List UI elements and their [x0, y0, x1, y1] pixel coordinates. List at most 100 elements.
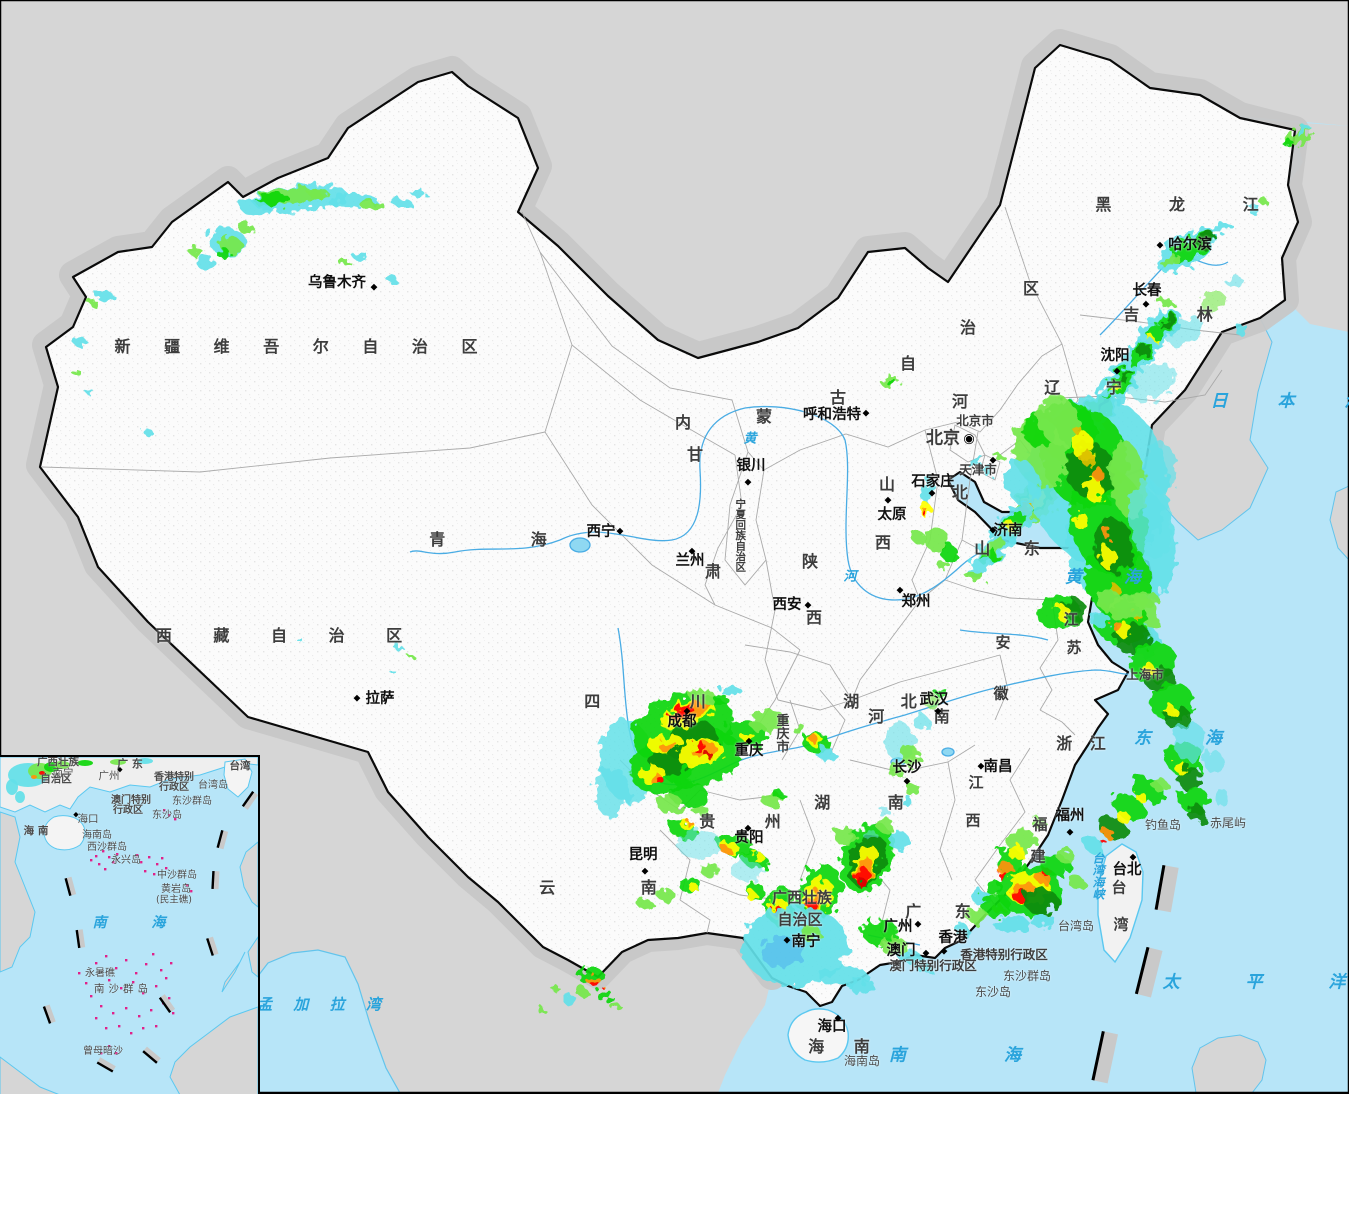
radar-echo	[1257, 197, 1267, 203]
radar-echo	[689, 884, 699, 892]
island-dot	[152, 953, 155, 956]
basemap-svg	[0, 0, 1349, 1093]
radar-echo	[1282, 140, 1294, 146]
radar-echo	[594, 766, 630, 818]
island-dot	[138, 1015, 141, 1018]
radar-echo	[693, 743, 707, 753]
island-dot	[100, 1005, 103, 1008]
island-dot	[132, 981, 135, 984]
radar-echo	[900, 795, 912, 805]
radar-echo	[1084, 477, 1104, 503]
inset-radar-echoes	[6, 758, 153, 803]
island-dot	[165, 977, 168, 980]
island-dot	[105, 955, 108, 958]
radar-echo	[917, 963, 933, 973]
radar-echo	[1175, 762, 1187, 774]
radar-echo	[391, 197, 413, 209]
radar-echo	[849, 978, 875, 994]
hainan-island	[787, 1008, 849, 1063]
radar-echo	[678, 830, 722, 860]
radar-echo	[700, 863, 720, 877]
island-dot	[170, 962, 173, 965]
island-dot	[95, 962, 98, 965]
radar-echo	[1093, 467, 1103, 481]
radar-echo	[905, 784, 921, 796]
radar-echo	[888, 832, 910, 850]
radar-echo	[360, 200, 384, 210]
island-dot	[116, 853, 119, 856]
island-dot	[108, 1045, 111, 1048]
island-dot	[155, 1025, 158, 1028]
radar-echo	[667, 705, 693, 719]
island-dot	[148, 856, 151, 859]
radar-echo	[660, 741, 678, 753]
island-dot	[115, 967, 118, 970]
radar-echo	[1083, 836, 1105, 856]
inset-island-dots	[78, 809, 193, 1055]
radar-echo	[1029, 913, 1055, 927]
radar-echo	[923, 695, 941, 709]
radar-echo	[551, 985, 559, 991]
radar-echo	[238, 223, 254, 233]
radar-echo	[1199, 291, 1225, 313]
radar-echo	[857, 877, 865, 887]
radar-echo	[877, 819, 895, 833]
radar-echo	[1296, 125, 1312, 137]
radar-echo	[15, 791, 25, 803]
radar-echo	[1081, 450, 1093, 466]
radar-echo	[143, 429, 153, 435]
radar-echo	[386, 276, 398, 282]
radar-echo	[731, 860, 763, 882]
radar-echo	[597, 990, 613, 1002]
radar-echo	[863, 830, 877, 840]
island-dot	[145, 963, 148, 966]
radar-echo	[1194, 231, 1216, 249]
radar-echo	[878, 807, 890, 817]
radar-echo	[940, 545, 958, 561]
radar-echo	[686, 821, 694, 827]
island-dot	[95, 855, 98, 858]
radar-echo	[689, 689, 715, 703]
island-dot	[153, 873, 156, 876]
inset-land	[0, 757, 258, 1095]
radar-echo	[1226, 276, 1244, 288]
island-dot	[142, 1027, 145, 1030]
radar-echo	[1160, 314, 1176, 330]
radar-echo	[899, 950, 921, 964]
island-dot	[120, 987, 123, 990]
island-dot	[125, 959, 128, 962]
island-dot	[144, 870, 147, 873]
radar-echo	[1037, 394, 1079, 446]
radar-echo	[1188, 806, 1206, 822]
radar-echo	[1101, 526, 1111, 538]
radar-echo	[6, 779, 18, 795]
radar-echo	[746, 890, 756, 900]
radar-echo	[834, 827, 856, 845]
radar-echo	[657, 889, 675, 901]
radar-echo	[913, 714, 929, 730]
radar-echo	[692, 804, 708, 816]
island-dot	[108, 856, 111, 859]
radar-echo	[1158, 298, 1172, 306]
south-china-sea-inset: 广西壮族 自治区广 东南宁 广州 香港特别 行政区 澳门特别 行政区 台湾 台湾岛 东沙群岛 东沙岛…	[0, 755, 260, 1095]
island-dot	[98, 863, 101, 866]
radar-echo	[888, 762, 904, 778]
radar-echo	[1074, 425, 1082, 435]
island-dot	[90, 859, 93, 862]
island-dot	[165, 867, 168, 870]
radar-echo	[1057, 849, 1075, 863]
island-dot	[115, 1052, 118, 1055]
radar-echo	[720, 686, 742, 696]
radar-echo	[1142, 664, 1156, 676]
island-dot	[140, 861, 143, 864]
radar-echo	[73, 338, 87, 346]
radar-echo	[1144, 442, 1176, 494]
nine-dash-line	[1091, 865, 1179, 1084]
radar-echo	[1117, 368, 1131, 384]
radar-echo	[1129, 480, 1171, 560]
radar-echo	[1137, 343, 1151, 357]
radar-echo	[1008, 844, 1024, 860]
radar-echo	[711, 695, 729, 705]
radar-echo	[1098, 547, 1118, 569]
radar-echo	[721, 846, 731, 854]
